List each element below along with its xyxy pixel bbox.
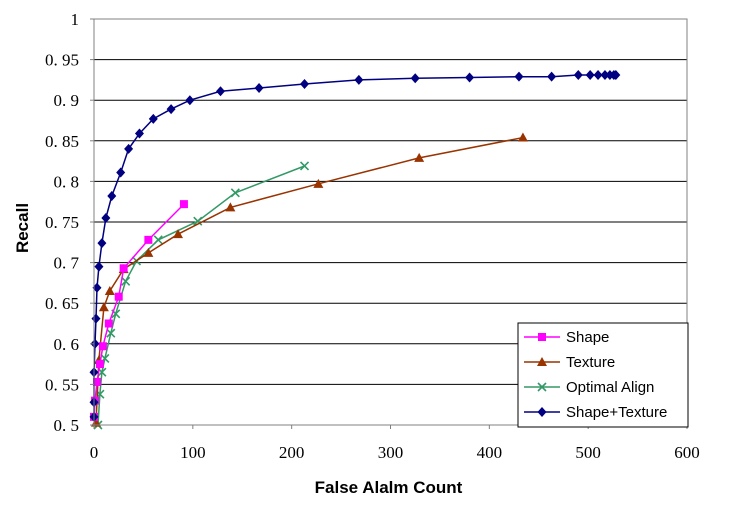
y-tick-label: 0. 75 <box>45 213 79 232</box>
data-point-shape-texture <box>354 74 364 85</box>
data-point-shape-texture <box>300 78 310 89</box>
series-line-optimal-align <box>97 165 305 426</box>
legend-label-optimal-align: Optimal Align <box>566 379 654 396</box>
data-point-shape-texture <box>547 71 557 82</box>
data-point-shape-texture <box>185 95 195 106</box>
legend-label-shape-texture: Shape+Texture <box>566 404 667 421</box>
y-tick-label: 0. 85 <box>45 132 79 151</box>
data-point-shape-texture <box>410 73 420 84</box>
legend-marker-shape <box>538 333 546 341</box>
series-line-texture <box>95 136 524 423</box>
data-point-optimal-align <box>106 328 116 338</box>
data-point-shape <box>92 377 101 386</box>
legend: Shape Texture Optimal Align Shape+Texture <box>517 322 689 428</box>
data-point-shape-texture <box>91 313 101 324</box>
legend-marker-texture <box>537 357 547 366</box>
data-point-shape-texture <box>92 282 102 293</box>
data-point-shape <box>98 342 107 351</box>
data-point-texture <box>225 202 236 212</box>
y-tick-label: 0. 7 <box>54 254 80 273</box>
data-point-texture <box>104 286 115 296</box>
data-point-shape <box>119 264 128 273</box>
data-point-shape-texture <box>97 238 107 249</box>
y-axis-title: Recall <box>13 203 32 253</box>
x-tick-label: 0 <box>90 443 99 462</box>
series-texture <box>90 132 528 427</box>
y-tick-label: 1 <box>71 10 80 29</box>
data-point-shape-texture <box>90 338 100 349</box>
y-tick-label: 0. 65 <box>45 294 79 313</box>
data-point-shape-texture <box>600 70 610 81</box>
legend-marker-optimal-align <box>537 382 547 392</box>
data-point-shape <box>114 292 123 301</box>
data-point-texture <box>98 302 109 312</box>
data-point-shape-texture <box>94 261 104 272</box>
legend-marker-shape-texture <box>537 407 547 417</box>
data-point-texture <box>173 229 184 239</box>
x-tick-label: 600 <box>674 443 700 462</box>
x-tick-label: 500 <box>575 443 601 462</box>
y-tick-label: 0. 9 <box>54 91 80 110</box>
series-optimal-align <box>93 161 310 430</box>
data-point-shape-texture <box>107 191 117 202</box>
legend-label-texture: Texture <box>566 354 615 371</box>
data-point-optimal-align <box>153 235 163 245</box>
data-point-texture <box>414 152 425 162</box>
data-point-shape-texture <box>148 113 158 124</box>
y-tick-label: 0. 8 <box>54 172 80 191</box>
data-point-shape-texture <box>134 128 144 139</box>
x-tick-label: 100 <box>180 443 206 462</box>
data-point-optimal-align <box>230 188 240 198</box>
data-point-shape-texture <box>254 83 264 94</box>
data-point-shape-texture <box>101 212 111 223</box>
tick-labels: 0. 5 0. 55 0. 6 0. 65 0. 7 0. 75 0. 8 0. 85 0. 9… <box>45 10 700 462</box>
series-line-shape <box>93 203 185 417</box>
data-point-texture <box>313 178 324 188</box>
data-point-shape-texture <box>593 70 603 81</box>
data-point-texture <box>517 132 528 142</box>
data-point-shape-texture <box>611 70 621 81</box>
data-point-texture <box>143 247 154 257</box>
data-point-shape-texture <box>514 71 524 82</box>
data-point-shape-texture <box>216 86 226 97</box>
y-tick-label: 0. 6 <box>54 335 80 354</box>
data-point-shape <box>95 360 104 369</box>
data-point-texture <box>90 417 101 427</box>
data-point-shape-texture <box>166 104 176 115</box>
x-tick-label: 300 <box>378 443 404 462</box>
data-point-optimal-align <box>299 161 310 171</box>
data-point-shape <box>104 319 113 328</box>
y-tick-label: 0. 55 <box>45 375 79 394</box>
legend-label-shape: Shape <box>566 329 609 346</box>
data-point-shape-texture <box>124 143 134 154</box>
x-tick-label: 400 <box>477 443 503 462</box>
y-tick-label: 0. 5 <box>54 416 80 435</box>
data-point-optimal-align <box>193 216 203 226</box>
data-point-shape-texture <box>585 70 595 81</box>
x-axis-title: False Alalm Count <box>315 478 463 497</box>
data-point-optimal-align <box>121 276 131 286</box>
data-point-shape-texture <box>116 167 126 178</box>
legend-box <box>517 322 689 428</box>
x-tick-label: 200 <box>279 443 305 462</box>
data-point-shape-texture <box>573 70 583 81</box>
data-point-shape-texture <box>465 72 475 83</box>
data-point-shape <box>144 235 153 244</box>
data-point-shape <box>179 200 188 209</box>
y-tick-label: 0. 95 <box>45 51 79 70</box>
